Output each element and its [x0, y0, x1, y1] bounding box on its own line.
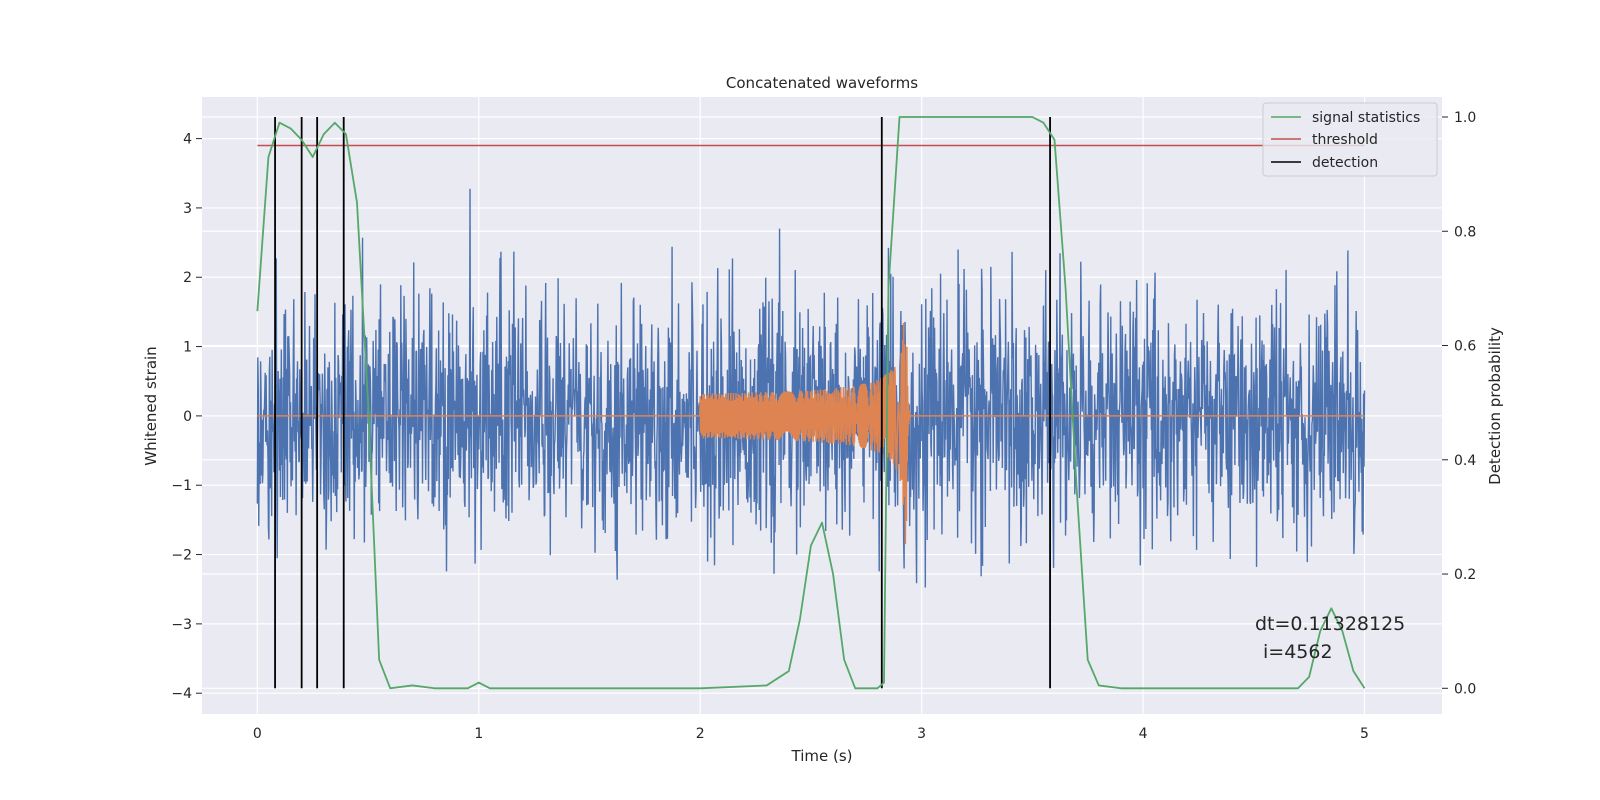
y-tick-label: −1 [171, 478, 192, 494]
y-tick-label: 1 [183, 340, 192, 356]
y2-tick-label: 0.2 [1454, 567, 1476, 583]
x-tick-label: 5 [1360, 726, 1369, 742]
legend: signal statistics threshold detection [1262, 102, 1438, 177]
strain-line [256, 188, 1366, 588]
legend-label-signal-statistics: signal statistics [1312, 110, 1420, 126]
legend-label-detection: detection [1312, 155, 1378, 171]
injection-series [257, 322, 1365, 545]
y-tick-label: 4 [183, 132, 192, 148]
legend-box [1262, 102, 1438, 177]
injection-line [257, 322, 1365, 545]
x-tick-label: 2 [696, 726, 705, 742]
annotation-dt: dt=0.11328125 [1255, 613, 1405, 635]
y-tick-label: 3 [183, 201, 192, 217]
strain-series [256, 188, 1366, 588]
y2-tick-label: 1.0 [1454, 110, 1476, 126]
signal-statistics-line [256, 116, 1366, 690]
y-tick-label: 2 [183, 270, 192, 286]
signal-statistics-series [256, 116, 1366, 690]
x-tick-label: 4 [1139, 726, 1148, 742]
y-tick-label: −2 [171, 548, 192, 564]
y2-tick-label: 0.6 [1454, 339, 1476, 355]
y-ticks: −4 −3 −2 −1 0 1 2 3 4 [171, 132, 202, 702]
x-tick-label: 0 [253, 726, 262, 742]
annotation-i: i=4562 [1263, 641, 1333, 663]
y2-tick-label: 0.0 [1454, 681, 1476, 697]
y-tick-label: 0 [183, 409, 192, 425]
y-tick-label: −4 [171, 686, 192, 702]
x-axis-label: Time (s) [791, 747, 853, 765]
x-tick-label: 3 [917, 726, 926, 742]
y-tick-label: −3 [171, 617, 192, 633]
chart-title: Concatenated waveforms [726, 74, 918, 92]
y2-tick-label: 0.8 [1454, 224, 1476, 240]
y-axis-label: Whitened strain [142, 346, 160, 465]
y2-tick-label: 0.4 [1454, 453, 1476, 469]
x-ticks: 0 1 2 3 4 5 [253, 726, 1369, 742]
y2-ticks: 0.0 0.2 0.4 0.6 0.8 1.0 [1442, 110, 1476, 697]
detection-series [274, 116, 1051, 689]
x-tick-label: 1 [474, 726, 483, 742]
y2-axis-label: Detection probability [1486, 327, 1504, 485]
legend-label-threshold: threshold [1312, 132, 1378, 148]
